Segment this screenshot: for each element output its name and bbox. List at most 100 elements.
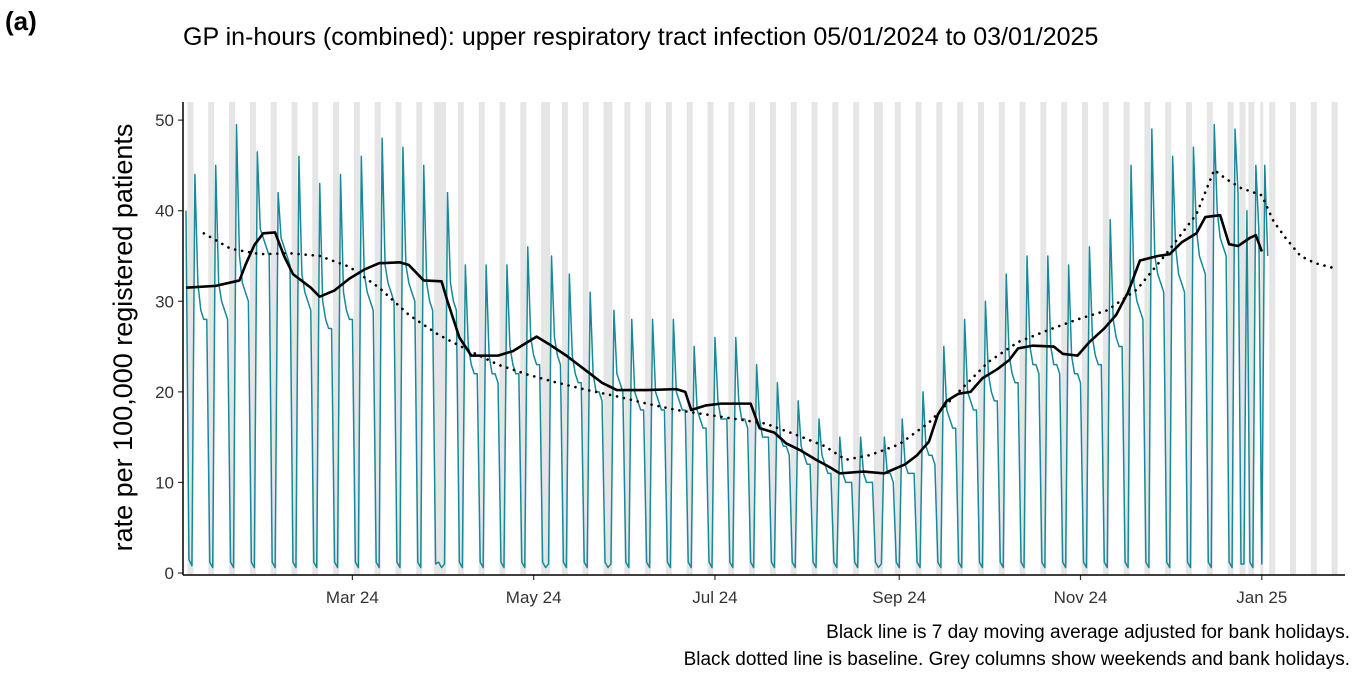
- weekend-column: [1168, 102, 1172, 575]
- weekend-column: [1269, 102, 1273, 575]
- x-tick-label: Jan 25: [1236, 588, 1287, 607]
- weekend-column: [606, 102, 610, 575]
- weekend-column: [1186, 102, 1189, 575]
- weekend-column: [190, 102, 194, 575]
- weekend-column: [1165, 102, 1169, 575]
- weekend-column: [1144, 102, 1148, 575]
- weekend-column: [939, 102, 943, 575]
- x-tick-label: Sep 24: [872, 588, 926, 607]
- caption: Black dotted line is baseline. Grey colu…: [683, 649, 1350, 670]
- weekend-column: [520, 102, 524, 575]
- weekend-column: [814, 102, 818, 575]
- series-line: [185, 123, 1269, 569]
- weekend-column: [645, 102, 649, 575]
- weekend-column: [811, 102, 815, 575]
- weekend-column: [1206, 102, 1210, 575]
- weekend-column: [1147, 102, 1151, 575]
- y-tick-label: 20: [155, 383, 174, 402]
- weekend-column: [603, 102, 607, 575]
- weekend-column: [1292, 102, 1296, 575]
- weekend-column: [437, 102, 441, 575]
- weekend-column: [561, 102, 565, 575]
- weekend-column: [356, 102, 360, 575]
- weekend-column: [1064, 102, 1068, 575]
- weekend-column: [749, 102, 753, 575]
- weekend-column: [547, 102, 551, 575]
- series-line: [185, 213, 1264, 475]
- weekend-column: [879, 102, 883, 575]
- weekend-column: [499, 102, 503, 575]
- weekend-column: [564, 102, 568, 575]
- weekend-column: [624, 102, 628, 575]
- weekend-column: [1043, 102, 1047, 575]
- weekend-column: [1019, 102, 1023, 575]
- weekend-column: [419, 102, 423, 575]
- weekend-column: [294, 102, 298, 575]
- weekend-column: [416, 102, 420, 575]
- weekend-column: [1126, 102, 1130, 575]
- weekend-column: [1040, 102, 1044, 575]
- weekend-column: [377, 102, 381, 575]
- weekend-column: [1102, 102, 1106, 575]
- weekend-column: [772, 102, 776, 575]
- weekend-column: [1242, 102, 1246, 575]
- weekend-column: [980, 102, 984, 575]
- weekend-column: [752, 102, 756, 575]
- weekend-column: [374, 102, 378, 575]
- weekend-column: [1227, 102, 1231, 575]
- weekend-column: [790, 102, 794, 575]
- weekend-column: [544, 102, 548, 575]
- weekend-column: [434, 102, 438, 575]
- weekend-column: [957, 102, 961, 575]
- weekend-column: [336, 102, 340, 575]
- weekend-column: [585, 102, 589, 575]
- x-tick-label: Jul 24: [692, 588, 737, 607]
- weekend-column: [627, 102, 631, 575]
- weekend-column: [1061, 102, 1065, 575]
- weekend-column: [252, 102, 256, 575]
- weekend-column: [582, 102, 586, 575]
- weekend-column: [769, 102, 773, 575]
- weekend-column: [333, 102, 337, 575]
- weekend-column: [440, 102, 444, 575]
- weekend-column: [208, 102, 212, 575]
- weekend-column: [1313, 102, 1317, 575]
- weekend-column: [1123, 102, 1127, 575]
- weekend-column: [398, 102, 402, 575]
- weekend-column: [315, 102, 319, 575]
- y-tick-label: 40: [155, 202, 174, 221]
- weekend-column: [856, 102, 860, 575]
- weekend-column: [273, 102, 277, 575]
- chart-title: GP in-hours (combined): upper respirator…: [183, 23, 1099, 51]
- weekend-column: [894, 102, 898, 575]
- weekend-column: [876, 102, 880, 575]
- weekend-column: [960, 102, 964, 575]
- weekend-column: [832, 102, 836, 575]
- weekend-column: [793, 102, 797, 575]
- weekend-column: [1081, 102, 1085, 575]
- weekend-column: [710, 102, 714, 575]
- weekend-column: [1260, 102, 1264, 575]
- weekend-column: [665, 102, 669, 575]
- weekend-column: [668, 102, 672, 575]
- weekend-column: [873, 102, 877, 575]
- y-tick-label: 0: [165, 564, 174, 583]
- weekend-column: [187, 102, 191, 575]
- weekend-column: [481, 102, 485, 575]
- weekend-column: [648, 102, 652, 575]
- weekend-column: [731, 102, 735, 575]
- y-tick-label: 10: [155, 473, 174, 492]
- weekend-column: [395, 102, 399, 575]
- weekend-column: [998, 102, 1002, 575]
- weekend-column: [211, 102, 215, 575]
- caption: Black line is 7 day moving average adjus…: [826, 622, 1350, 643]
- weekend-column: [1022, 102, 1026, 575]
- weekend-column: [523, 102, 527, 575]
- weekend-column: [249, 102, 253, 575]
- weekend-column: [728, 102, 732, 575]
- y-tick-label: 30: [155, 292, 174, 311]
- weekend-column: [312, 102, 316, 575]
- weekend-column: [1230, 102, 1234, 575]
- weekend-column: [541, 102, 545, 575]
